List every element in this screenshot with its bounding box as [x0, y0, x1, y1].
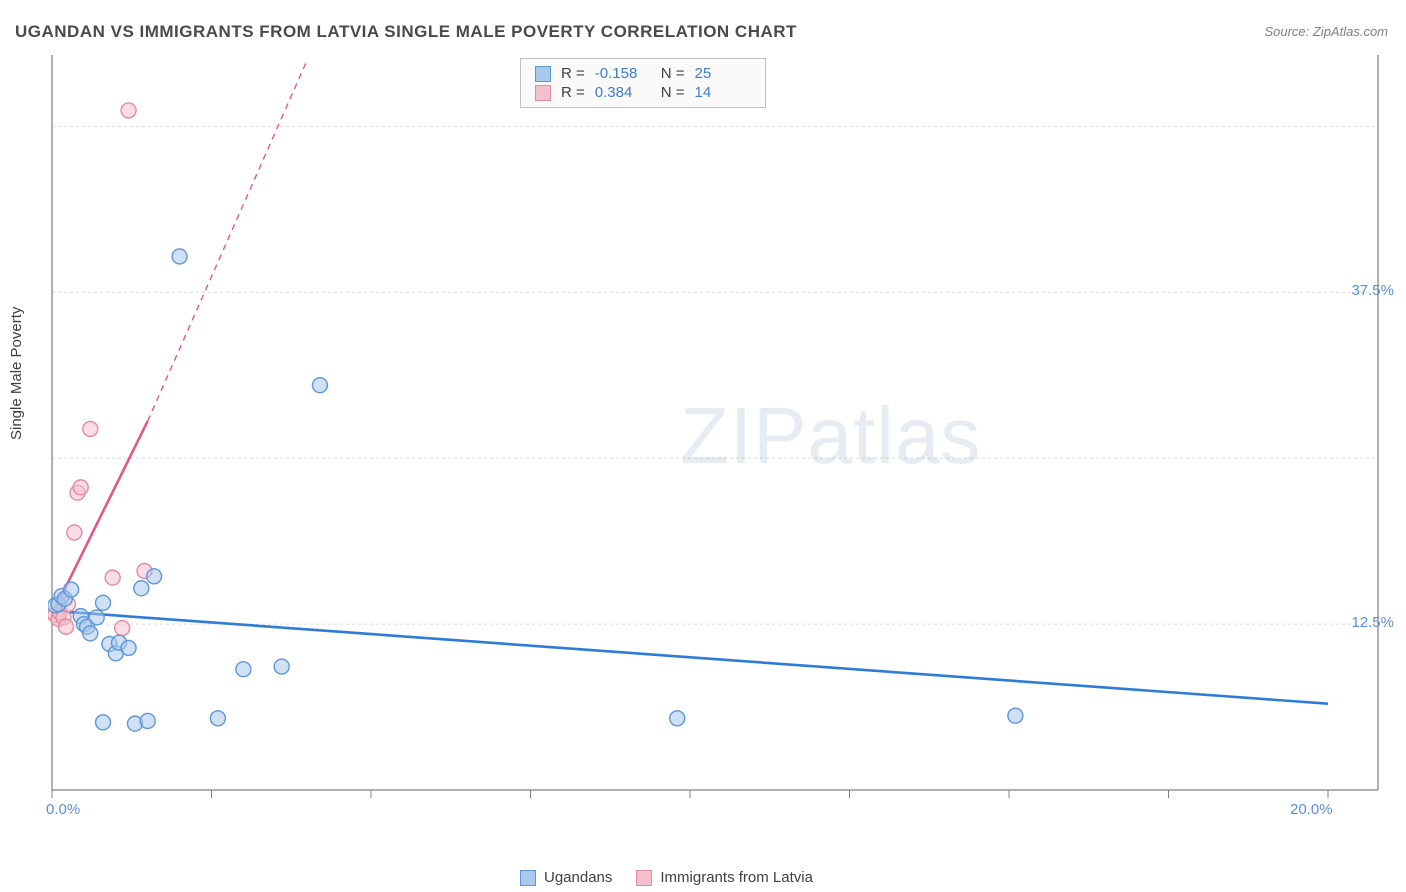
- n-value-ugandans: 25: [695, 65, 751, 82]
- legend-row-ugandans: R = -0.158 N = 25: [535, 64, 751, 83]
- x-tick-label: 0.0%: [46, 801, 80, 818]
- legend-label-ugandans: Ugandans: [544, 869, 612, 886]
- swatch-latvia-icon: [636, 870, 652, 886]
- watermark: ZIPatlas: [680, 390, 981, 482]
- watermark-zip: ZIP: [680, 391, 807, 480]
- y-tick-label: 12.5%: [1351, 614, 1394, 631]
- legend-item-latvia: Immigrants from Latvia: [636, 869, 813, 886]
- r-value-latvia: 0.384: [595, 84, 651, 101]
- source-label: Source: ZipAtlas.com: [1264, 24, 1388, 39]
- legend-label-latvia: Immigrants from Latvia: [660, 869, 813, 886]
- n-label: N =: [661, 65, 685, 82]
- n-value-latvia: 14: [695, 84, 751, 101]
- r-value-ugandans: -0.158: [595, 65, 651, 82]
- x-tick-label: 20.0%: [1290, 801, 1333, 818]
- r-label: R =: [561, 84, 585, 101]
- legend-row-latvia: R = 0.384 N = 14: [535, 83, 751, 102]
- swatch-ugandans-icon: [520, 870, 536, 886]
- chart-title: UGANDAN VS IMMIGRANTS FROM LATVIA SINGLE…: [15, 22, 797, 42]
- n-label: N =: [661, 84, 685, 101]
- correlation-legend: R = -0.158 N = 25 R = 0.384 N = 14: [520, 58, 766, 108]
- watermark-atlas: atlas: [807, 391, 981, 480]
- swatch-latvia: [535, 85, 551, 101]
- y-axis-label: Single Male Poverty: [8, 307, 25, 440]
- r-label: R =: [561, 65, 585, 82]
- series-legend: Ugandans Immigrants from Latvia: [520, 869, 813, 886]
- swatch-ugandans: [535, 66, 551, 82]
- y-tick-label: 37.5%: [1351, 282, 1394, 299]
- legend-item-ugandans: Ugandans: [520, 869, 612, 886]
